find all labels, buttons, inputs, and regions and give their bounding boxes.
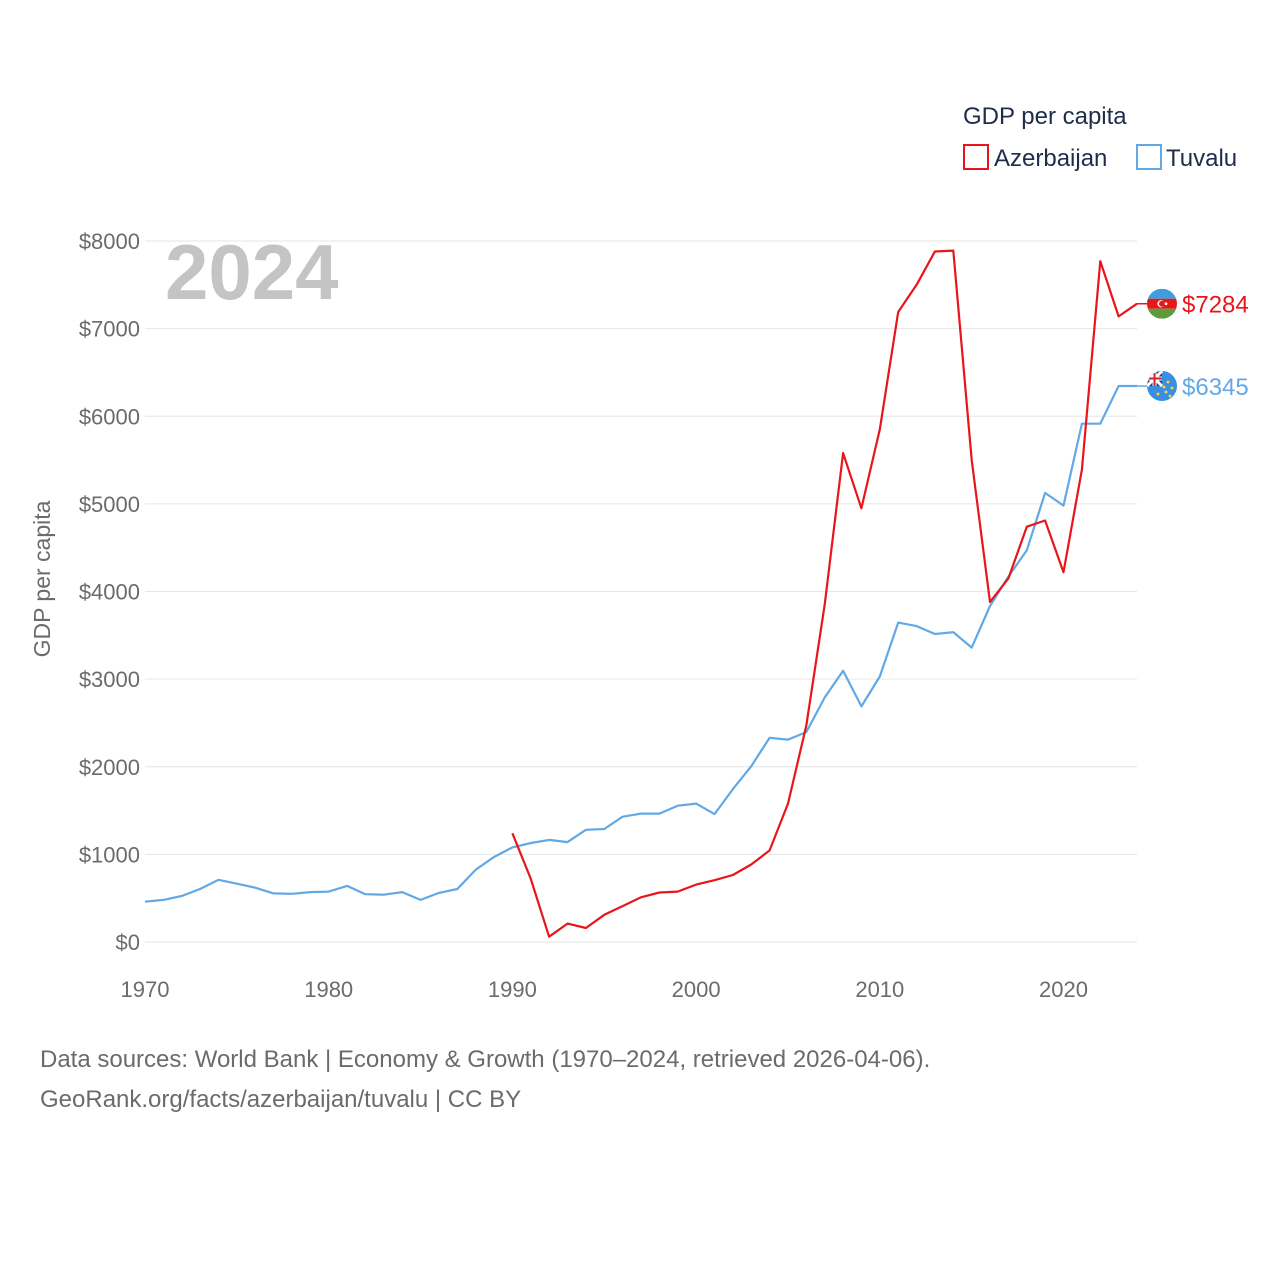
footer: Data sources: World Bank | Economy & Gro…	[40, 1040, 930, 1120]
grid	[145, 240, 1137, 943]
x-tick-label: 2020	[1039, 977, 1088, 1002]
x-tick-label: 1980	[304, 977, 353, 1002]
series-line-azerbaijan[interactable]	[511, 249, 1138, 938]
y-tick-label: $5000	[79, 492, 140, 517]
end-value-azerbaijan: $7284	[1182, 292, 1249, 319]
x-axis-ticks: 1970 1980 1990 2000 2010 2020	[121, 977, 1088, 1002]
legend-swatch-tuvalu	[1136, 144, 1162, 170]
series-lines	[144, 249, 1138, 938]
end-value-tuvalu: $6345	[1182, 374, 1249, 401]
legend-title: GDP per capita	[963, 103, 1127, 130]
footer-sources: Data sources: World Bank | Economy & Gro…	[40, 1046, 931, 1073]
y-tick-label: $2000	[79, 755, 140, 780]
legend-label-azerbaijan: Azerbaijan	[994, 145, 1107, 172]
tuvalu-flag-icon	[1147, 371, 1177, 402]
x-tick-label: 2000	[672, 977, 721, 1002]
year-label: 2024	[165, 228, 339, 316]
end-labels: $7284 $6345	[1137, 288, 1249, 402]
series-line-tuvalu[interactable]	[144, 384, 1137, 903]
legend-label-tuvalu: Tuvalu	[1166, 145, 1237, 172]
y-tick-label: $6000	[79, 404, 140, 429]
y-tick-label: $0	[116, 930, 140, 955]
y-axis-title: GDP per capita	[29, 500, 55, 657]
azerbaijan-flag-icon	[1147, 288, 1177, 319]
x-tick-label: 2010	[855, 977, 904, 1002]
x-tick-label: 1970	[121, 977, 170, 1002]
y-tick-label: $1000	[79, 842, 140, 867]
y-tick-label: $8000	[79, 229, 140, 254]
x-tick-label: 1990	[488, 977, 537, 1002]
legend-item-tuvalu[interactable]: Tuvalu	[1136, 144, 1237, 172]
legend-swatch-azerbaijan	[963, 144, 989, 170]
y-tick-label: $3000	[79, 667, 140, 692]
y-tick-label: $7000	[79, 317, 140, 342]
legend-item-azerbaijan[interactable]: Azerbaijan	[963, 144, 1107, 172]
legend: GDP per capita Azerbaijan Tuvalu	[963, 103, 1237, 172]
footer-link[interactable]: GeoRank.org/facts/azerbaijan/tuvalu | CC…	[40, 1086, 522, 1113]
y-tick-label: $4000	[79, 580, 140, 605]
y-axis-ticks: $0 $1000 $2000 $3000 $4000 $5000 $6000 $7000 $80…	[79, 229, 140, 955]
